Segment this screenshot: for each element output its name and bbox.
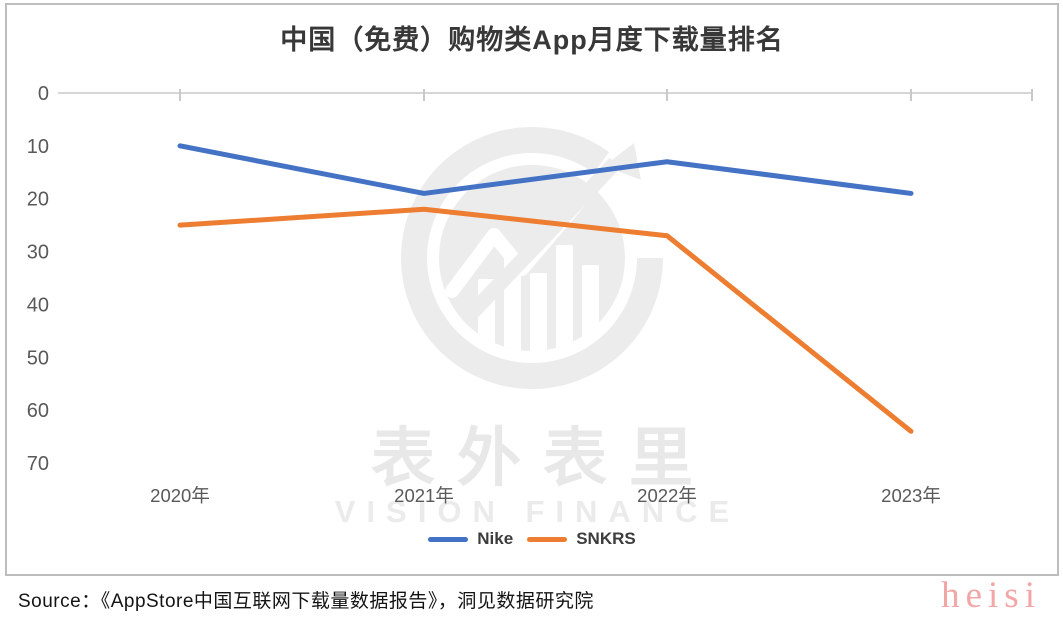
source-text: Source：《AppStore中国互联网下载量数据报告》，洞见数据研究院 <box>18 591 594 612</box>
legend-label-snkrs: SNKRS <box>576 529 636 548</box>
y-tick-label: 30 <box>27 242 49 264</box>
x-tick-label: 2022年 <box>637 485 697 506</box>
chart-title: 中国（免费）购物类App月度下载量排名 <box>280 25 784 55</box>
chart-legend: Nike SNKRS <box>7 529 1057 549</box>
nike-line <box>177 143 914 196</box>
y-tick-label: 50 <box>27 347 49 369</box>
snkrs-line-swatch <box>527 536 568 542</box>
heisi-watermark: heisi <box>941 575 1041 616</box>
nike-line-swatch <box>428 536 469 542</box>
legend-item-snkrs: SNKRS <box>527 529 636 549</box>
snkrs-line <box>177 206 914 434</box>
y-tick-label: 20 <box>27 189 49 211</box>
x-tick-label: 2020年 <box>150 485 210 506</box>
chart-card: 中国（免费）购物类App月度下载量排名 <box>5 3 1059 576</box>
legend-item-nike: Nike <box>428 529 513 549</box>
y-tick-label: 70 <box>27 453 49 475</box>
y-tick-label: 60 <box>27 400 49 422</box>
y-tick-label: 0 <box>38 83 49 105</box>
line-chart-plot: 0 10 20 30 40 50 60 70 2020年 2021年 2022年 2023年 <box>27 83 1033 506</box>
legend-label-nike: Nike <box>477 529 514 548</box>
y-tick-label: 40 <box>27 294 49 316</box>
x-tick-label: 2023年 <box>881 485 941 506</box>
y-tick-label: 10 <box>27 136 49 158</box>
x-tick-label: 2021年 <box>394 485 454 506</box>
